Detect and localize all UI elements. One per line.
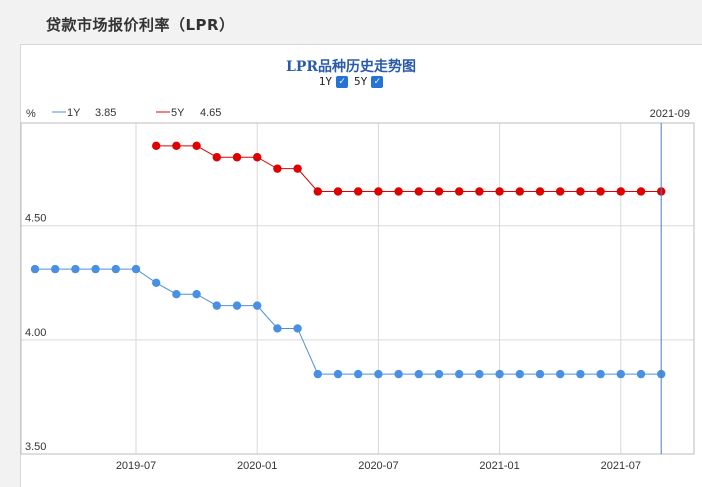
series-layer [30,141,666,379]
data-point-5y[interactable] [253,153,262,162]
legend-1y-value: 3.85 [95,107,116,119]
checkbox-checked-icon[interactable]: ✓ [371,75,384,88]
data-point-5y[interactable] [313,187,322,196]
data-point-1y[interactable] [192,290,201,299]
grid-lines [21,123,694,455]
toggle-1y-label: 1Y [318,75,332,88]
data-point-1y[interactable] [354,369,363,379]
legend-5y-label: 5Y [171,107,185,119]
data-point-5y[interactable] [616,187,625,196]
toggle-1y[interactable]: 1Y ✓ [319,75,348,88]
data-point-1y[interactable] [172,290,181,299]
series-line-1y [35,268,662,375]
data-point-5y[interactable] [576,187,585,196]
series-line-5y [156,145,662,192]
data-point-5y[interactable] [434,187,444,196]
data-point-1y[interactable] [293,324,302,333]
y-tick-label: 4.00 [25,327,46,339]
x-tick-label: 2020-07 [358,460,398,472]
data-point-1y[interactable] [515,369,524,379]
data-point-1y[interactable] [535,369,545,379]
data-point-5y[interactable] [455,187,464,196]
data-point-1y[interactable] [333,369,343,379]
x-tick-label: 2021-01 [479,460,519,472]
legend-1y-label: 1Y [67,107,81,119]
toggle-5y[interactable]: 5Y ✓ [354,75,384,88]
data-point-1y[interactable] [434,369,444,379]
legend-5y-value: 4.65 [200,107,221,119]
x-tick-label: 2021-07 [601,460,641,472]
page-title: 贷款市场报价利率（LPR） [46,16,235,34]
y-unit-label: % [26,108,36,120]
data-point-1y[interactable] [131,264,141,274]
data-point-5y[interactable] [394,187,403,196]
data-point-1y[interactable] [51,264,60,274]
plot-frame [20,122,695,455]
cursor-date-label: 2021-09 [650,108,690,120]
data-point-5y[interactable] [636,187,646,196]
data-point-1y[interactable] [414,369,423,379]
data-point-5y[interactable] [596,187,605,196]
data-point-1y[interactable] [313,369,322,379]
data-point-5y[interactable] [293,164,302,173]
data-point-5y[interactable] [556,187,565,196]
y-tick-label: 4.50 [25,213,46,225]
data-point-5y[interactable] [152,141,161,151]
data-point-5y[interactable] [232,153,242,162]
data-point-1y[interactable] [232,301,242,310]
data-point-1y[interactable] [71,264,80,274]
toggle-5y-label: 5Y [354,75,368,88]
y-tick-label: 3.50 [25,441,46,453]
data-point-5y[interactable] [515,187,524,196]
data-point-5y[interactable] [535,187,545,196]
data-point-1y[interactable] [616,369,625,379]
data-point-5y[interactable] [495,187,504,196]
data-point-1y[interactable] [374,369,383,379]
data-point-5y[interactable] [333,187,343,196]
data-point-5y[interactable] [414,187,423,196]
data-point-1y[interactable] [212,301,221,310]
data-point-5y[interactable] [192,141,201,151]
series-toggles: 1Y ✓ 5Y ✓ [0,75,702,88]
data-point-1y[interactable] [556,369,565,379]
legend: 1Y 3.85 5Y 4.65 [52,107,221,119]
data-point-1y[interactable] [455,369,464,379]
data-point-5y[interactable] [374,187,383,196]
y-axis-ticks: 3.50 4.00 4.50 [25,213,46,453]
data-point-1y[interactable] [576,369,585,379]
data-point-1y[interactable] [475,369,484,379]
chart-title: LPR品种历史走势图 [285,59,416,75]
data-point-1y[interactable] [596,369,605,379]
data-point-1y[interactable] [91,264,100,274]
data-point-5y[interactable] [354,187,363,196]
data-point-1y[interactable] [152,278,161,287]
data-point-1y[interactable] [253,301,262,310]
data-point-5y[interactable] [212,153,221,162]
x-tick-label: 2020-01 [237,460,277,472]
data-point-5y[interactable] [475,187,484,196]
data-point-1y[interactable] [636,369,646,379]
data-point-5y[interactable] [273,164,282,173]
x-tick-label: 2019-07 [116,460,156,472]
x-axis-ticks: 2019-07 2020-01 2020-07 2021-01 2021-07 [116,460,641,472]
data-point-1y[interactable] [394,369,403,379]
checkbox-checked-icon[interactable]: ✓ [336,75,348,88]
data-point-1y[interactable] [495,369,504,379]
data-point-1y[interactable] [273,324,282,333]
data-point-1y[interactable] [111,264,121,274]
data-point-1y[interactable] [30,264,40,274]
data-point-5y[interactable] [172,141,181,151]
